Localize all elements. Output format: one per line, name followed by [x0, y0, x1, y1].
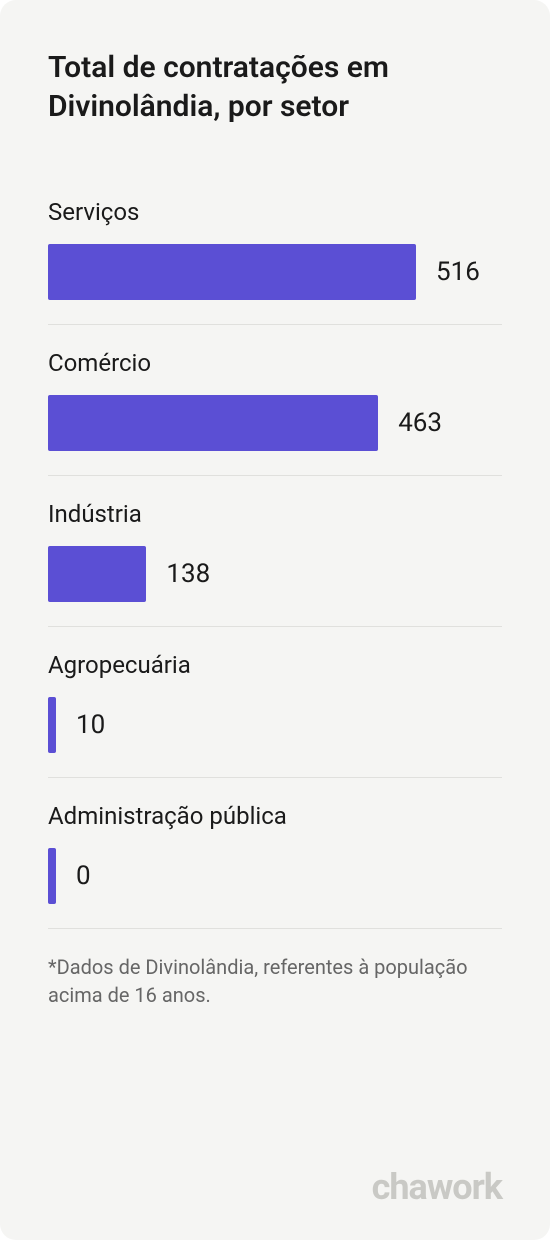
bar [48, 244, 416, 300]
bar-row: Agropecuária 10 [48, 651, 502, 778]
bar [48, 848, 56, 904]
category-label: Serviços [48, 198, 502, 226]
bar-container: 138 [48, 546, 502, 602]
bar [48, 697, 56, 753]
bar-chart: Serviços 516 Comércio 463 Indústria 138 … [48, 198, 502, 1134]
value-label: 516 [436, 257, 480, 287]
bar-row: Administração pública 0 [48, 802, 502, 929]
bar-container: 10 [48, 697, 502, 753]
value-label: 10 [76, 710, 105, 740]
category-label: Agropecuária [48, 651, 502, 679]
category-label: Administração pública [48, 802, 502, 830]
value-label: 138 [166, 559, 210, 589]
category-label: Comércio [48, 349, 502, 377]
bar-container: 463 [48, 395, 502, 451]
bar [48, 546, 146, 602]
value-label: 0 [76, 861, 91, 891]
bar [48, 395, 378, 451]
chart-footnote: *Dados de Divinolândia, referentes à pop… [48, 953, 502, 1009]
chart-title: Total de contratações em Divinolândia, p… [48, 48, 502, 126]
brand-logo: chawork [48, 1134, 502, 1208]
bar-container: 516 [48, 244, 502, 300]
value-label: 463 [398, 408, 442, 438]
bar-row: Serviços 516 [48, 198, 502, 325]
category-label: Indústria [48, 500, 502, 528]
chart-card: Total de contratações em Divinolândia, p… [0, 0, 550, 1240]
bar-row: Comércio 463 [48, 349, 502, 476]
bar-container: 0 [48, 848, 502, 904]
bar-row: Indústria 138 [48, 500, 502, 627]
